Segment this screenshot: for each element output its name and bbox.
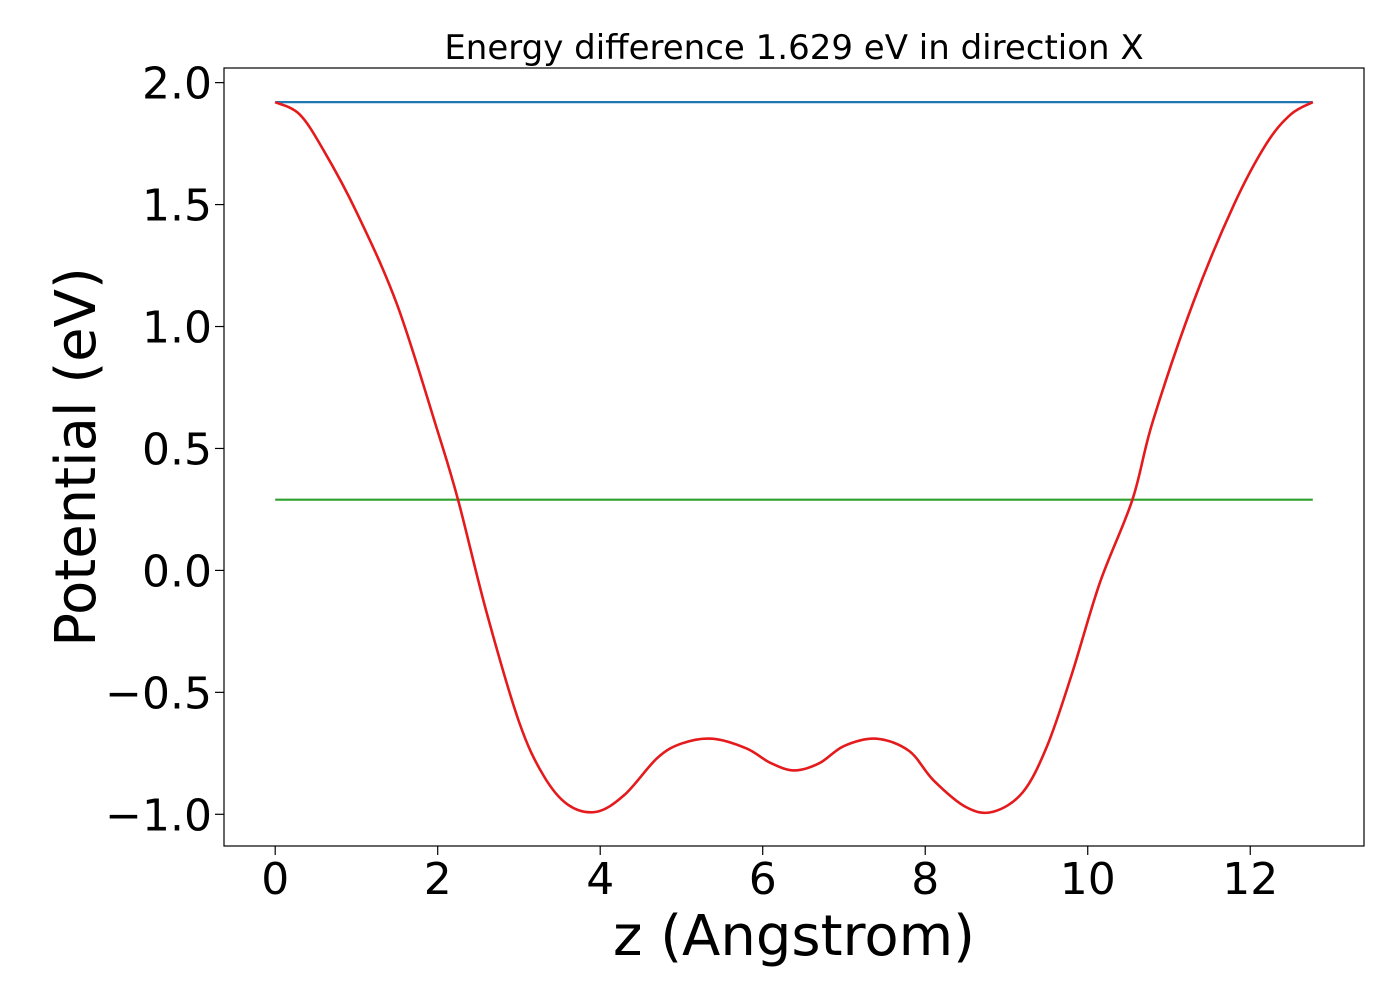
x-tick-label: 2 <box>424 854 452 905</box>
x-axis: 0 2 4 6 8 10 12 <box>261 846 1278 905</box>
y-tick-label: −0.5 <box>105 668 212 719</box>
series-layer <box>274 100 1314 815</box>
x-tick-label: 8 <box>911 854 939 905</box>
series-line-3 <box>274 100 1314 815</box>
y-tick-label: 0.5 <box>142 424 212 475</box>
x-tick-label: 10 <box>1060 854 1116 905</box>
y-axis-title: Potential (eV) <box>44 267 109 647</box>
y-tick-label: 1.0 <box>142 303 212 354</box>
x-axis-title: z (Angstrom) <box>613 904 975 969</box>
y-tick-label: 1.5 <box>142 181 212 232</box>
x-tick-label: 0 <box>261 854 289 905</box>
y-axis: −1.0 −0.5 0.0 0.5 1.0 1.5 2.0 <box>105 59 224 841</box>
y-tick-label: 0.0 <box>142 546 212 597</box>
x-tick-label: 4 <box>586 854 614 905</box>
chart-title: Energy difference 1.629 eV in direction … <box>444 28 1143 68</box>
y-tick-label: 2.0 <box>142 59 212 110</box>
y-tick-label: −1.0 <box>105 790 212 841</box>
plot-frame <box>223 67 1365 847</box>
x-tick-label: 6 <box>749 854 777 905</box>
x-tick-label: 12 <box>1222 854 1278 905</box>
